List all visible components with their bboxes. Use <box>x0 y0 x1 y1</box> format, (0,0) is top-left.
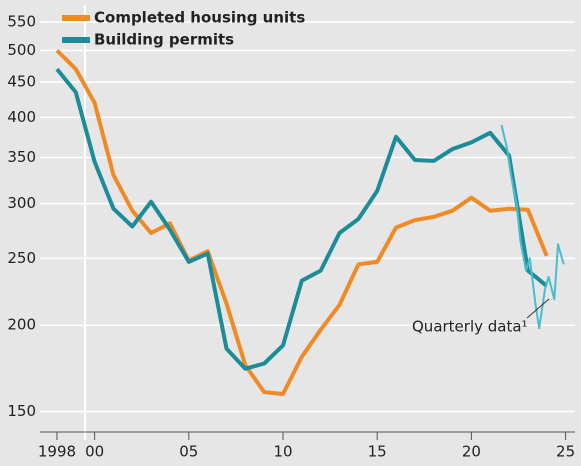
x-tick-label: 05 <box>179 443 198 461</box>
x-tick-label: 15 <box>368 443 387 461</box>
y-tick-label: 400 <box>7 108 36 126</box>
y-tick-label: 200 <box>7 316 36 334</box>
x-tick-label: 20 <box>462 443 481 461</box>
grid: 150 200 250 300 350 400 450 500 550 1998 00 05 10 15 2… <box>7 12 575 460</box>
legend-label: Completed housing units <box>94 9 305 27</box>
y-tick-label: 250 <box>7 249 36 267</box>
series-line <box>55 67 548 371</box>
lines <box>55 49 565 396</box>
y-tick-label: 350 <box>7 148 36 166</box>
y-tick-label: 450 <box>7 73 36 91</box>
x-tick-label: 10 <box>273 443 292 461</box>
legend: Completed housing units Building permits <box>62 9 305 49</box>
series-line <box>500 124 565 330</box>
y-tick-label: 500 <box>7 41 36 59</box>
annotation: Quarterly data¹ <box>412 318 528 336</box>
y-tick-label: 150 <box>7 402 36 420</box>
legend-label: Building permits <box>94 31 234 49</box>
x-tick-label: 25 <box>556 443 575 461</box>
y-tick-label: 550 <box>7 12 36 30</box>
y-tick-label: 300 <box>7 194 36 212</box>
x-tick-label: 1998 <box>38 443 76 461</box>
annotation-leader <box>526 298 550 319</box>
x-tick-label: 00 <box>85 443 104 461</box>
